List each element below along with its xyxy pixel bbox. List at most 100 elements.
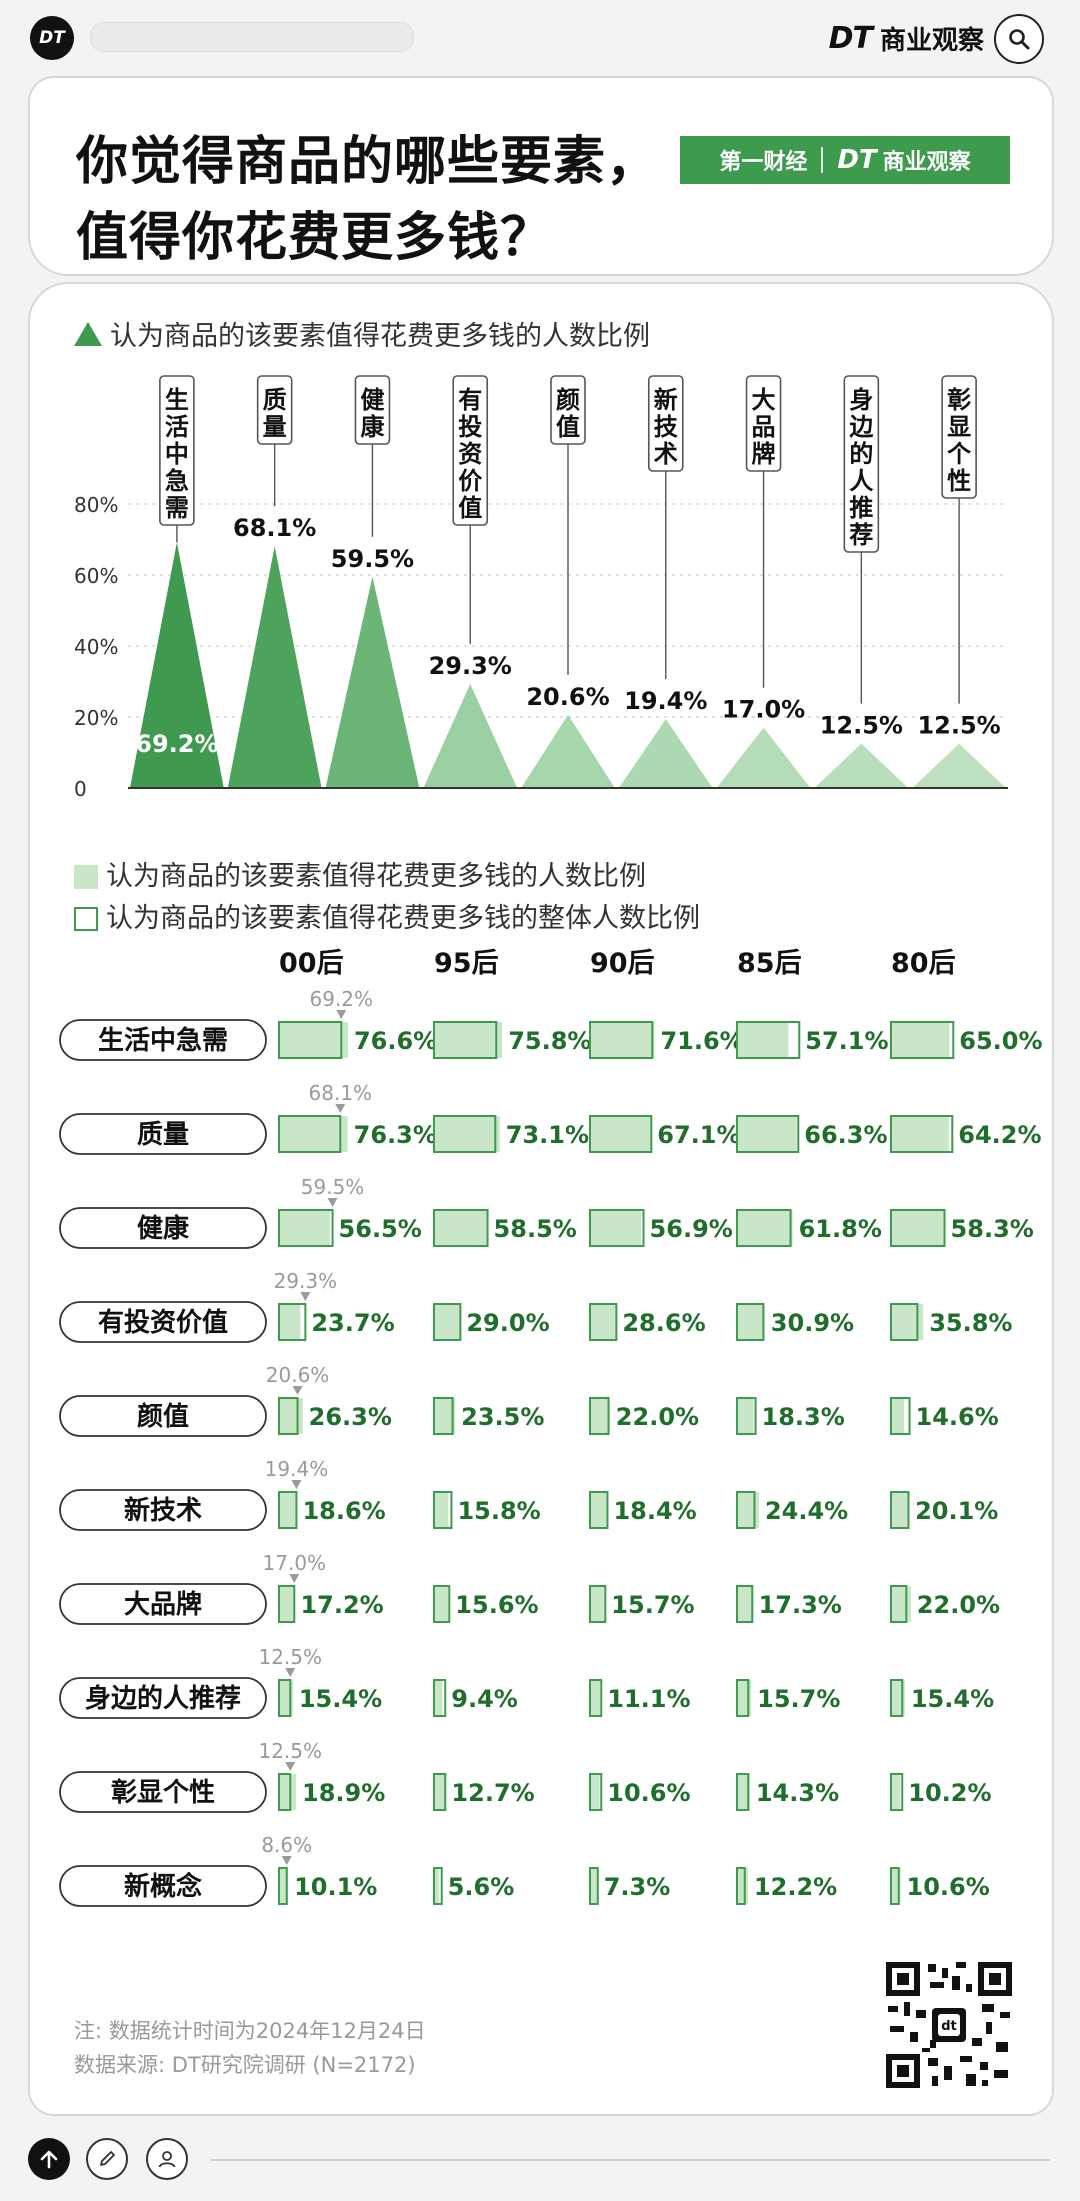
category-box <box>745 375 782 472</box>
bar-value-label: 14.3% <box>756 1779 839 1807</box>
main-card: 认为商品的该要素值得花费更多钱的人数比例 0 20% 40% 60% 80% 生活中急需 6… <box>28 282 1054 2116</box>
value-label: 59.5% <box>331 545 414 573</box>
category-label-char: 投 <box>458 413 482 441</box>
bar-value-label: 67.1% <box>657 1121 740 1149</box>
category-label-char: 人 <box>849 467 873 495</box>
toolbar-divider <box>210 2159 1050 2161</box>
bar-value-label: 18.3% <box>762 1403 845 1431</box>
title-line-2: 值得你花费更多钱？ <box>76 208 554 268</box>
generation-bar <box>737 1116 797 1152</box>
overall-value-label: 69.2% <box>310 987 374 1011</box>
generation-bar <box>737 1022 789 1058</box>
generation-bar <box>434 1304 461 1340</box>
generation-bar <box>590 1116 651 1152</box>
bar-value-label: 76.6% <box>354 1027 437 1055</box>
search-button[interactable] <box>994 14 1044 64</box>
top-address-pill[interactable] <box>90 22 414 52</box>
bar-value-label: 15.8% <box>457 1497 540 1525</box>
value-label: 29.3% <box>429 652 512 680</box>
category-label-char: 颜 <box>556 386 580 414</box>
overall-outline-bar <box>589 1303 618 1341</box>
generation-bar <box>279 1774 297 1810</box>
generation-bar <box>279 1586 295 1622</box>
generation-bar <box>590 1492 607 1528</box>
row-label-pill <box>59 1489 267 1531</box>
overall-outline-bar <box>890 1303 919 1341</box>
bar-value-label: 56.5% <box>339 1215 422 1243</box>
overall-outline-bar <box>589 1867 599 1905</box>
legend-outline-label: 认为商品的该要素值得花费更多钱的整体人数比例 <box>106 903 700 934</box>
row-label: 彰显个性 <box>111 1777 215 1808</box>
row-label: 大品牌 <box>124 1589 202 1620</box>
category-label-char: 康 <box>360 413 385 441</box>
overall-outline-bar <box>433 1585 451 1623</box>
overall-outline-bar <box>589 1773 603 1811</box>
category-label-char: 量 <box>263 413 287 441</box>
bar-value-label: 11.1% <box>607 1685 690 1713</box>
overall-marker <box>291 1480 302 1489</box>
bar-value-label: 61.8% <box>799 1215 882 1243</box>
category-label-char: 值 <box>458 494 482 522</box>
category-label-char: 性 <box>947 467 971 495</box>
category-box <box>941 375 977 499</box>
brand-title: DT 商业观察 <box>829 20 984 57</box>
generation-bar <box>434 1210 487 1246</box>
triangle-bar <box>130 542 224 788</box>
top-bar: DT DT 商业观察 <box>0 0 1080 72</box>
bar-value-label: 23.5% <box>461 1403 544 1431</box>
overall-outline-bar <box>890 1209 946 1247</box>
value-label: 19.4% <box>624 687 707 715</box>
bar-value-label: 56.9% <box>650 1215 733 1243</box>
row-label: 健康 <box>137 1213 190 1244</box>
generation-bar <box>279 1022 348 1058</box>
category-label-char: 推 <box>849 494 873 522</box>
bar-value-label: 15.6% <box>455 1591 538 1619</box>
bar-value-label: 58.3% <box>951 1215 1034 1243</box>
y-tick-label: 80% <box>74 493 118 517</box>
overall-outline-bar <box>278 1397 299 1435</box>
value-label: 68.1% <box>233 514 316 542</box>
column-header: 90后 <box>590 948 655 979</box>
generation-bar <box>434 1774 446 1810</box>
edit-button[interactable] <box>86 2138 128 2180</box>
overall-marker <box>336 1010 347 1019</box>
value-label: 12.5% <box>917 712 1000 740</box>
category-label-char: 质 <box>263 386 287 414</box>
overall-outline-bar <box>278 1021 343 1059</box>
generation-bar <box>891 1304 924 1340</box>
bar-value-label: 71.6% <box>660 1027 743 1055</box>
overall-outline-bar <box>433 1397 454 1435</box>
generation-bar <box>434 1398 456 1434</box>
overall-outline-bar <box>278 1303 307 1341</box>
overall-outline-bar <box>278 1585 296 1623</box>
row-label-pill <box>59 1301 267 1343</box>
dt-logo[interactable]: DT <box>30 16 74 60</box>
category-label-char: 技 <box>654 413 679 441</box>
arrow-up-icon <box>40 2150 58 2169</box>
scroll-top-button[interactable] <box>28 2138 70 2180</box>
category-label-char: 彰 <box>947 386 971 414</box>
category-label-char: 大 <box>752 386 776 414</box>
qr-code[interactable]: dt <box>886 1962 1012 2088</box>
generation-bar <box>590 1586 605 1622</box>
category-label-char: 显 <box>947 413 971 441</box>
category-box <box>354 375 391 445</box>
bar-value-label: 15.4% <box>299 1685 382 1713</box>
bar-value-label: 66.3% <box>804 1121 887 1149</box>
row-label-pill <box>59 1395 267 1437</box>
overall-outline-bar <box>278 1773 292 1811</box>
overall-outline-bar <box>890 1115 954 1153</box>
filled-swatch <box>74 865 98 889</box>
overall-outline-bar <box>589 1679 603 1717</box>
bar-value-label: 76.3% <box>354 1121 437 1149</box>
bar-value-label: 5.6% <box>448 1873 515 1901</box>
logo-divider <box>821 147 824 173</box>
bar-value-label: 12.2% <box>754 1873 837 1901</box>
dt-logo-prefix: DT <box>837 145 877 175</box>
overall-outline-bar <box>890 1491 910 1529</box>
profile-button[interactable] <box>146 2138 188 2180</box>
overall-outline-bar <box>589 1397 610 1435</box>
bar-value-label: 26.3% <box>309 1403 392 1431</box>
category-label-char: 个 <box>947 440 972 468</box>
overall-marker <box>281 1856 292 1865</box>
